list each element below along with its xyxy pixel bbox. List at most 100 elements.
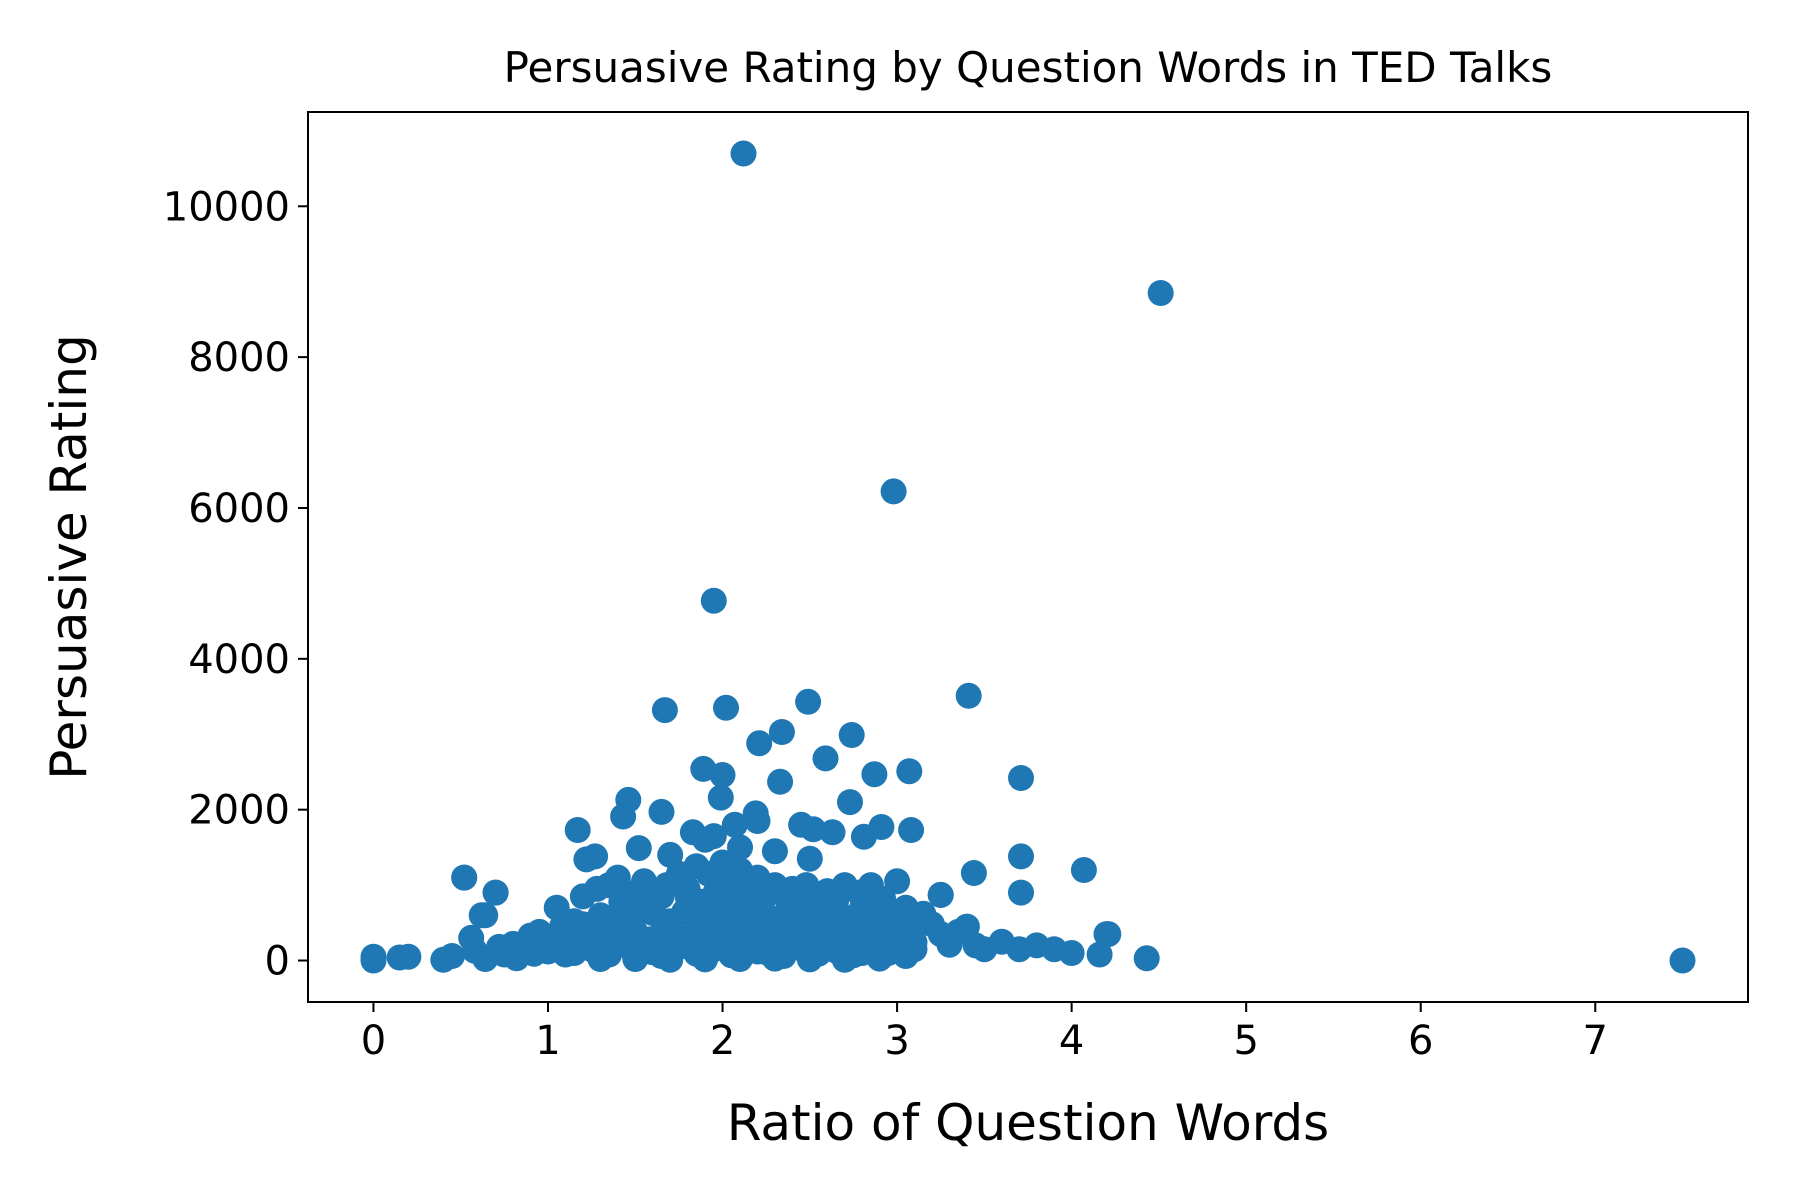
scatter-point	[761, 918, 788, 945]
scatter-point	[552, 927, 579, 954]
plot-area-frame	[307, 111, 1749, 1003]
scatter-point	[439, 943, 465, 969]
scatter-point	[795, 688, 822, 715]
scatter-point	[730, 140, 757, 167]
scatter-point	[880, 478, 907, 505]
scatter-point	[709, 762, 736, 788]
x-axis-label: Ratio of Question Words	[727, 1094, 1329, 1152]
scatter-point	[831, 924, 858, 951]
scatter-point	[927, 881, 954, 908]
scatter-point	[960, 860, 987, 886]
x-tick-label: 1	[535, 1018, 560, 1064]
chart-title: Persuasive Rating by Question Words in T…	[504, 43, 1553, 92]
scatter-point	[625, 835, 652, 862]
scatter-point	[866, 926, 893, 953]
y-axis-ticks: 0 2000 4000 6000 8000 10000	[163, 184, 308, 985]
scatter-point	[639, 939, 666, 966]
y-tick-label: 2000	[188, 788, 290, 834]
scatter-point	[709, 890, 736, 917]
scatter-point	[767, 768, 794, 795]
scatter-point	[707, 784, 734, 811]
scatter-point	[657, 915, 684, 942]
scatter-point	[837, 789, 863, 816]
scatter-point	[1133, 945, 1160, 972]
scatter-point	[1095, 921, 1122, 948]
scatter-point	[604, 864, 631, 891]
scatter-point	[700, 587, 727, 614]
scatter-point	[679, 819, 706, 846]
x-tick-label: 0	[361, 1018, 386, 1064]
scatter-point	[1086, 941, 1113, 968]
scatter-point	[901, 929, 928, 956]
scatter-point	[850, 823, 877, 850]
scatter-points	[360, 140, 1696, 974]
scatter-point	[692, 942, 719, 969]
scatter-point	[472, 902, 499, 929]
y-tick-label: 6000	[188, 486, 290, 532]
scatter-point	[569, 911, 596, 938]
scatter-point	[761, 838, 788, 865]
scatter-point	[610, 803, 637, 830]
scatter-point	[744, 895, 771, 922]
scatter-point	[1058, 940, 1085, 966]
scatter-point	[796, 921, 823, 948]
scatter-point	[713, 694, 739, 721]
y-tick-label: 0	[265, 939, 290, 985]
scatter-point	[674, 893, 701, 920]
x-tick-label: 7	[1583, 1018, 1608, 1064]
scatter-point	[604, 905, 631, 932]
scatter-point	[648, 798, 675, 825]
scatter-point	[622, 918, 649, 945]
scatter-point	[800, 816, 827, 843]
scatter-point	[955, 682, 982, 709]
scatter-point	[884, 868, 911, 895]
scatter-point	[1008, 843, 1034, 870]
scatter-point	[849, 940, 876, 966]
scatter-point	[838, 722, 865, 748]
scatter-point	[721, 811, 748, 838]
x-tick-label: 4	[1059, 1018, 1084, 1064]
scatter-point	[936, 931, 963, 958]
y-axis-label: Persuasive Rating	[40, 334, 98, 779]
scatter-point	[657, 841, 684, 868]
scatter-point	[451, 864, 478, 891]
x-axis-ticks: 0 1 2 3 4 5 6 7	[361, 1002, 1608, 1064]
x-tick-label: 3	[884, 1018, 909, 1064]
scatter-point	[896, 758, 923, 785]
scatter-point	[898, 817, 925, 843]
y-tick-label: 10000	[163, 184, 290, 230]
scatter-point	[1147, 280, 1174, 306]
x-tick-label: 5	[1233, 1018, 1258, 1064]
y-tick-label: 8000	[188, 335, 290, 381]
scatter-point	[727, 915, 753, 942]
scatter-point	[884, 909, 911, 936]
scatter-point	[700, 823, 727, 850]
scatter-point	[796, 941, 823, 968]
scatter-point	[587, 940, 614, 967]
scatter-point	[814, 903, 841, 929]
scatter-point	[727, 834, 753, 861]
scatter-point	[812, 745, 839, 772]
scatter-point	[573, 846, 600, 873]
scatter-point	[395, 943, 422, 970]
scatter-point	[742, 800, 769, 827]
scatter-point	[1669, 947, 1696, 974]
x-tick-label: 2	[710, 1018, 735, 1064]
scatter-point	[849, 906, 876, 933]
scatter-point	[360, 947, 387, 974]
y-tick-label: 4000	[188, 637, 290, 683]
scatter-point	[744, 938, 771, 965]
scatter-point	[819, 819, 846, 846]
scatter-point	[746, 730, 773, 757]
scatter-point	[631, 868, 657, 895]
scatter-point	[639, 900, 666, 926]
x-tick-label: 6	[1408, 1018, 1433, 1064]
scatter-point	[692, 912, 719, 939]
scatter-point	[564, 817, 591, 843]
scatter-point	[861, 761, 888, 788]
scatter-point	[796, 845, 823, 872]
scatter-point	[1008, 765, 1034, 791]
scatter-point	[482, 879, 509, 906]
